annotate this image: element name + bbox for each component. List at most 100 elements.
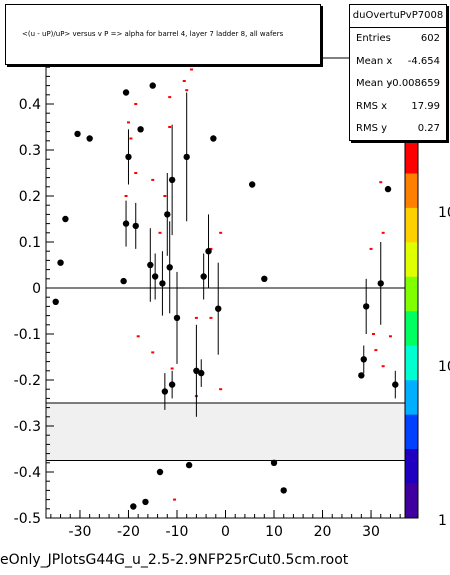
stats-value: -0.008659 [388, 78, 440, 89]
stats-row-entries: Entries 602 [350, 28, 446, 51]
data-point [384, 185, 392, 193]
plot-area: 10 10 1 -0.5 -0.4 -0.3 -0.2 -0.1 0 0.1 0.2 0.3 0.4 0.… [14, 51, 450, 540]
x-tick-label: -10 [166, 524, 189, 540]
data-point [122, 89, 130, 96]
data-point [362, 303, 370, 310]
data-point [130, 503, 137, 510]
y-tick-label: -0.4 [14, 465, 41, 481]
red-marker [381, 365, 385, 368]
z-axis-tick-label: 10 [438, 359, 450, 375]
palette-swatch [405, 139, 418, 174]
data-point [248, 181, 256, 188]
data-point [280, 487, 287, 494]
data-point [125, 153, 132, 161]
palette-swatch [405, 242, 418, 278]
red-marker [182, 80, 186, 82]
palette-swatch [405, 345, 418, 381]
red-marker [219, 388, 223, 391]
stats-label: RMS y [356, 123, 388, 134]
stats-row-mean-x: Mean x -4.654 [350, 51, 446, 74]
red-marker [369, 247, 373, 250]
red-marker [374, 349, 378, 352]
red-marker [170, 367, 174, 370]
data-point [270, 459, 278, 466]
red-marker [168, 96, 172, 99]
stats-row-mean-y: Mean y -0.008659 [350, 73, 446, 96]
data-point [392, 381, 399, 388]
data-point [159, 280, 166, 287]
x-tick-label: 20 [314, 524, 332, 540]
data-point [168, 381, 176, 388]
data-point [173, 314, 181, 322]
data-point [122, 220, 130, 227]
data-point [161, 388, 169, 395]
red-marker [371, 333, 375, 335]
data-point [52, 298, 59, 305]
x-tick-label: 0 [221, 524, 230, 540]
z-axis-tick-label: 1 [438, 513, 447, 529]
red-marker [219, 231, 223, 234]
stats-histogram-name: duOvertuPvP7008 [350, 5, 446, 28]
red-marker [134, 172, 138, 174]
red-marker [134, 103, 138, 105]
palette-swatch [405, 276, 418, 312]
data-point [261, 275, 268, 282]
y-tick-label: 0 [32, 281, 41, 297]
shaded-band [45, 402, 406, 461]
data-point [205, 248, 212, 255]
y-tick-label: -0.5 [14, 511, 41, 527]
data-point [151, 273, 159, 280]
data-point [149, 82, 156, 89]
red-marker [168, 126, 172, 128]
y-tick-label: -0.2 [14, 373, 41, 389]
data-point [57, 259, 64, 266]
palette-swatch [405, 449, 418, 485]
y-tick-label: -0.3 [14, 419, 41, 435]
y-tick-label: -0.1 [14, 327, 41, 343]
red-marker [124, 195, 128, 197]
red-marker [185, 89, 189, 92]
palette-swatch [405, 207, 418, 243]
stats-label: Mean x [356, 55, 393, 67]
red-marker [158, 231, 162, 234]
data-point [120, 277, 127, 285]
palette-swatch [405, 173, 418, 209]
data-point [210, 135, 217, 142]
red-marker [379, 181, 383, 184]
data-point [142, 498, 149, 506]
red-marker [126, 121, 130, 124]
data-point [377, 280, 384, 287]
data-point [183, 153, 190, 161]
stats-value: -4.654 [407, 55, 440, 67]
data-point [147, 261, 154, 269]
x-tick-label: 10 [265, 524, 283, 540]
data-point [86, 135, 93, 142]
stats-value: 0.27 [417, 123, 440, 134]
stats-label: RMS x [356, 100, 388, 112]
stats-value: 602 [420, 33, 440, 44]
stats-row-rms-y: RMS y 0.27 [350, 118, 446, 141]
stats-value: 17.99 [411, 100, 440, 112]
data-point [62, 215, 69, 223]
data-point [358, 372, 365, 379]
x-tick-label: -30 [69, 524, 92, 540]
red-marker [209, 316, 213, 319]
y-tick-label: 0.1 [19, 235, 41, 251]
z-axis-tick-label: 10 [438, 205, 450, 221]
red-marker [129, 137, 133, 140]
data-point [137, 126, 144, 133]
red-marker [194, 316, 198, 319]
data-point [166, 264, 173, 271]
x-tick-label: -20 [117, 524, 140, 540]
red-marker [151, 178, 155, 181]
stats-label: Entries [356, 33, 391, 44]
data-point [215, 305, 222, 312]
data-point [198, 369, 205, 377]
file-name-caption: eOnly_JPlotsG44G_u_2.5-2.9NFP25rCut0.5cm… [0, 552, 349, 568]
red-marker [190, 68, 194, 71]
y-tick-label: 0.2 [19, 189, 41, 205]
stats-box: duOvertuPvP7008 Entries 602 Mean x -4.65… [349, 4, 447, 141]
palette-swatch [405, 483, 418, 519]
red-marker [381, 231, 385, 234]
